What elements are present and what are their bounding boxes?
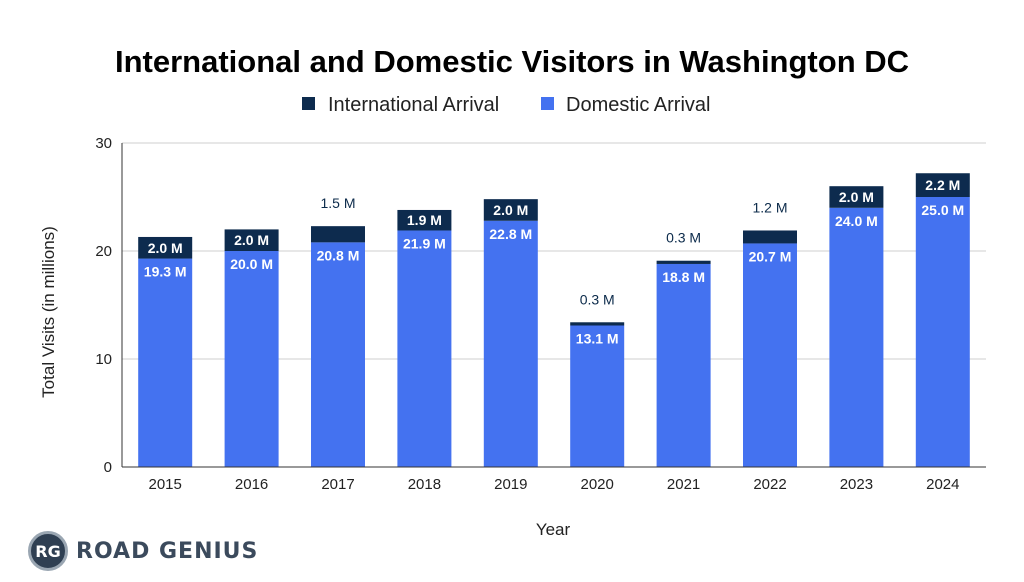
- data-label-domestic: 13.1 M: [576, 331, 619, 347]
- x-tick-label: 2019: [494, 476, 527, 493]
- data-label-international: 1.2 M: [752, 199, 787, 215]
- bar-domestic-2016: [224, 251, 279, 467]
- bar-domestic-2022: [743, 243, 797, 467]
- bar-domestic-2015: [138, 258, 193, 467]
- data-label-international: 1.5 M: [320, 195, 355, 211]
- bar-domestic-2020: [570, 325, 625, 467]
- x-tick-label: 2023: [840, 476, 873, 493]
- bar-international-2022: [743, 230, 797, 244]
- x-tick-label: 2020: [581, 476, 614, 493]
- bar-international-2018: [397, 209, 452, 231]
- x-axis-ticks: 2015 2016 2017 2018 2019 2020 2021 2022 2023 2024: [149, 476, 960, 493]
- bar-domestic-2023: [829, 207, 884, 468]
- x-tick-label: 2024: [926, 476, 959, 493]
- y-axis-label: Total Visits (in millions): [39, 226, 58, 398]
- chart-title: International and Domestic Visitors in W…: [115, 44, 909, 79]
- legend: International Arrival Domestic Arrival: [302, 94, 710, 116]
- y-tick-label: 0: [104, 459, 112, 476]
- bar-domestic-2019: [483, 220, 538, 467]
- data-label-international: 2.0 M: [148, 240, 183, 256]
- data-label-domestic: 20.8 M: [317, 247, 360, 263]
- x-tick-label: 2022: [753, 476, 786, 493]
- data-label-international: 2.2 M: [925, 177, 960, 193]
- y-tick-label: 20: [95, 243, 112, 260]
- data-label-international: 2.0 M: [493, 202, 528, 218]
- bar-international-2021: [656, 260, 711, 264]
- x-tick-label: 2016: [235, 476, 268, 493]
- data-label-domestic: 20.7 M: [749, 248, 792, 264]
- brand-name: ROAD GENIUS: [76, 538, 259, 564]
- y-tick-label: 30: [95, 135, 112, 152]
- bar-international-2015: [138, 236, 193, 259]
- bar-domestic-2021: [656, 263, 711, 467]
- data-label-domestic: 24.0 M: [835, 213, 878, 229]
- x-axis-label: Year: [536, 520, 571, 539]
- x-tick-label: 2018: [408, 476, 441, 493]
- bar-international-2023: [829, 186, 884, 208]
- data-label-domestic: 20.0 M: [230, 256, 273, 272]
- data-label-international: 0.3 M: [580, 291, 615, 307]
- bar-international-2020: [570, 322, 625, 326]
- data-label-domestic: 21.9 M: [403, 235, 446, 251]
- data-label-international: 2.0 M: [234, 232, 269, 248]
- data-label-domestic: 19.3 M: [144, 264, 187, 280]
- data-label-international: 0.3 M: [666, 230, 701, 246]
- bar-international-2016: [224, 229, 279, 251]
- road-genius-logo-icon: RG: [28, 531, 68, 571]
- bar-domestic-2018: [397, 230, 452, 467]
- data-label-international: 2.0 M: [839, 189, 874, 205]
- bar-international-2024: [915, 173, 970, 197]
- y-tick-label: 10: [95, 351, 112, 368]
- x-tick-label: 2017: [321, 476, 354, 493]
- bar-domestic-2024: [915, 197, 970, 467]
- bar-international-2017: [311, 226, 365, 243]
- data-label-international: 1.9 M: [407, 212, 442, 228]
- bar-domestic-2017: [311, 242, 365, 467]
- legend-swatch-international: [302, 97, 315, 110]
- bar-international-2019: [483, 199, 538, 221]
- data-label-domestic: 18.8 M: [662, 269, 705, 285]
- data-label-domestic: 25.0 M: [921, 202, 964, 218]
- bars: 19.3 M 2.0 M 20.0 M 2.0 M 20.8 M 1.5 M 21.9 M 1…: [138, 173, 970, 468]
- y-axis-ticks: 0 10 20 30: [95, 135, 112, 476]
- x-tick-label: 2015: [149, 476, 182, 493]
- data-label-domestic: 22.8 M: [489, 226, 532, 242]
- legend-label-international: International Arrival: [328, 94, 499, 116]
- legend-swatch-domestic: [541, 97, 554, 110]
- brand-logo: RG ROAD GENIUS: [28, 528, 258, 574]
- x-tick-label: 2021: [667, 476, 700, 493]
- legend-label-domestic: Domestic Arrival: [566, 94, 710, 116]
